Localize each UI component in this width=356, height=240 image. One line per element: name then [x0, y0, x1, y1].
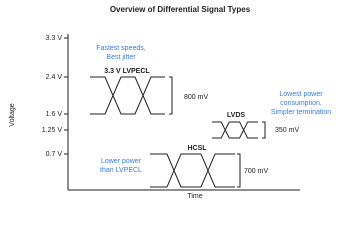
waveform — [90, 76, 165, 115]
note: Fastest speeds, — [96, 45, 145, 52]
note: than LVPECL — [100, 167, 142, 174]
x-axis-label: Time — [187, 193, 202, 200]
y-tick-label: 0.7 V — [46, 151, 63, 158]
swing-label: 350 mV — [275, 127, 299, 134]
y-tick-label: 1.6 V — [46, 111, 63, 118]
diagram: Overview of Differential Signal Types Vo… — [9, 5, 331, 200]
y-tick-label: 1.25 V — [42, 127, 63, 134]
waveform — [90, 76, 165, 115]
note: Lowest power — [279, 91, 323, 98]
signal-name: LVDS — [227, 112, 245, 119]
signal-name: 3.3 V LVPECL — [104, 68, 150, 75]
y-tick-label: 3.3 V — [46, 35, 63, 42]
bracket — [169, 76, 173, 115]
swing-label: 700 mV — [244, 168, 268, 175]
note: consumption, — [280, 100, 322, 107]
waveform — [212, 121, 258, 139]
signal-name: HCSL — [187, 145, 207, 152]
swing-label: 800 mV — [184, 94, 208, 101]
waveform — [150, 153, 235, 188]
title: Overview of Differential Signal Types — [110, 5, 251, 14]
y-axis-label: Voltage — [9, 103, 16, 126]
bracket — [262, 121, 266, 139]
bracket — [237, 153, 241, 188]
note: Best jitter — [106, 54, 136, 61]
note: Simpler termination — [271, 109, 331, 116]
note: Lower power — [101, 158, 142, 165]
waveform — [212, 121, 258, 139]
waveform — [150, 153, 235, 188]
y-tick-label: 2.4 V — [46, 74, 63, 81]
